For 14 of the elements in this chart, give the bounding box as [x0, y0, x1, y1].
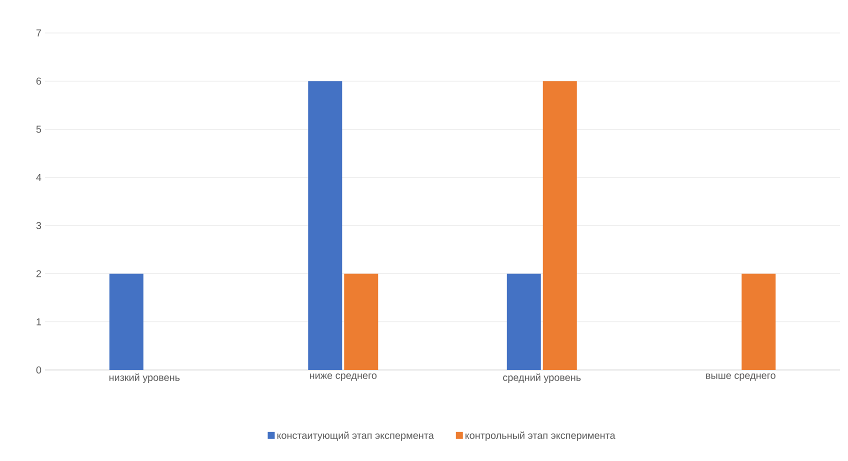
- y-tick-label: 5: [36, 126, 42, 133]
- legend-label: констаитующий этап экспермента: [277, 431, 434, 441]
- y-tick-label: 0: [36, 366, 42, 374]
- y-tick-label: 7: [36, 30, 41, 36]
- legend-label: контрольный этап эксперимента: [466, 431, 616, 441]
- y-tick-label: 4: [36, 174, 42, 181]
- x-tick-label: средний уровень: [503, 373, 581, 383]
- y-tick-label: 6: [36, 78, 42, 85]
- x-tick-label: низкий уровень: [109, 373, 180, 383]
- y-tick-label: 2: [36, 270, 41, 278]
- x-tick-label: выше среднего: [706, 374, 776, 381]
- x-tick-label: ниже среднего: [310, 374, 377, 381]
- y-tick-label: 1: [36, 318, 42, 326]
- y-tick-label: 3: [36, 222, 42, 230]
